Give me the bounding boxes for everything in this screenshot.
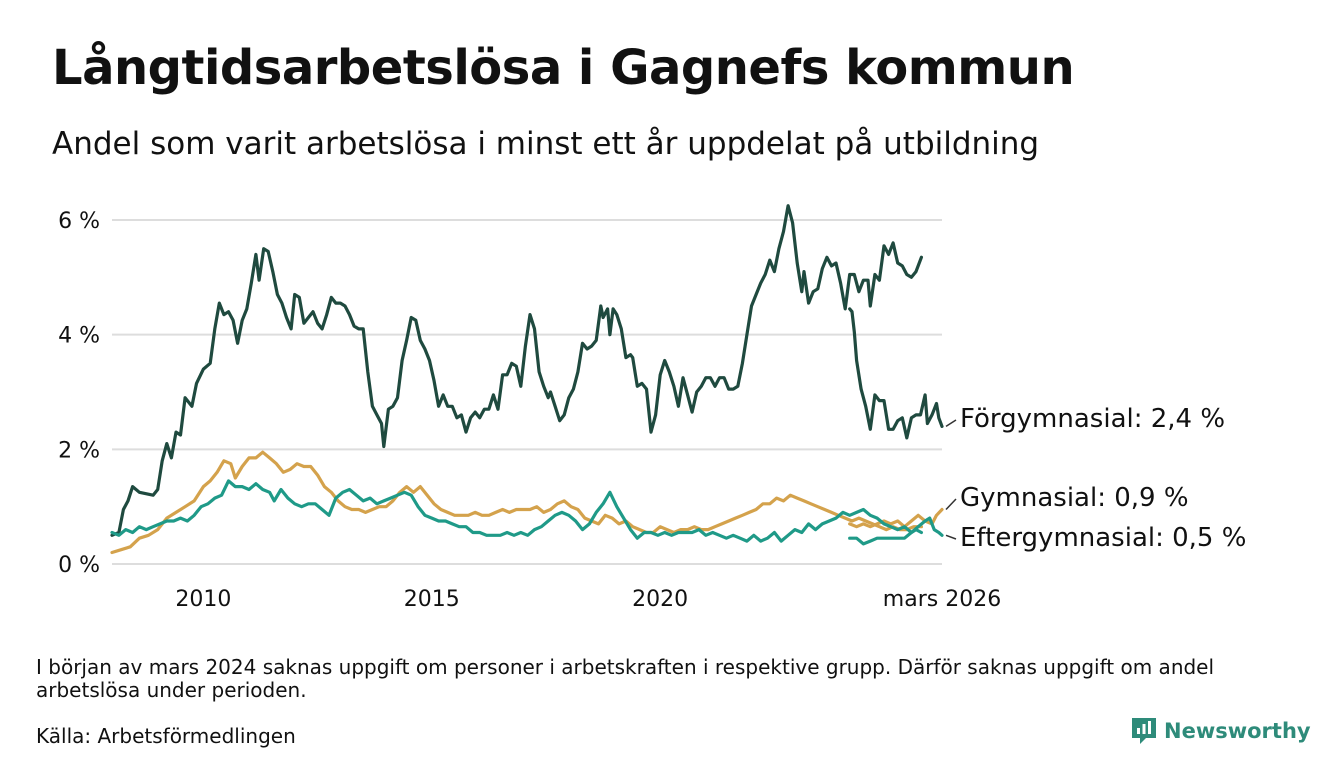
- y-tick-label: 0 %: [58, 553, 100, 578]
- leader-line: [945, 419, 957, 428]
- newsworthy-logo-icon: [1132, 718, 1156, 744]
- y-tick-label: 4 %: [58, 324, 100, 349]
- brand-name: Newsworthy: [1164, 719, 1311, 743]
- series-line-gymnasial-after-gap: [848, 507, 944, 529]
- series-end-label: Eftergymnasial: 0,5 %: [960, 523, 1246, 553]
- series-line-eftergymnasial-after-gap: [848, 516, 944, 546]
- series-end-label: Förgymnasial: 2,4 %: [960, 404, 1225, 434]
- x-tick-label: 2010: [175, 587, 231, 612]
- series-end-label: Gymnasial: 0,9 %: [960, 483, 1189, 513]
- y-tick-label: 6 %: [58, 209, 100, 234]
- page-subtitle: Andel som varit arbetslösa i minst ett å…: [52, 126, 1040, 162]
- footnote: I början av mars 2024 saknas uppgift om …: [36, 655, 1215, 702]
- leader-line: [945, 498, 957, 511]
- page-title: Långtidsarbetslösa i Gagnefs kommun: [52, 40, 1075, 96]
- y-tick-label: 2 %: [58, 438, 100, 463]
- x-tick-label: mars 2026: [883, 587, 1001, 612]
- brand-logo: Newsworthy: [1130, 716, 1311, 746]
- leader-line: [945, 534, 957, 540]
- series-line-gymnasial: [110, 450, 923, 555]
- x-tick-label: 2020: [632, 587, 688, 612]
- x-tick-label: 2015: [404, 587, 460, 612]
- line-chart: 0 % 2 % 4 % 6 % 2010 2015 2020 mars 2026 Förgy…: [58, 204, 1246, 612]
- source-note: Källa: Arbetsförmedlingen: [36, 724, 296, 748]
- series-line-förgymnasial: [110, 204, 923, 537]
- series-line-eftergymnasial: [110, 479, 923, 543]
- series-line-förgymnasial-after-gap: [848, 307, 944, 440]
